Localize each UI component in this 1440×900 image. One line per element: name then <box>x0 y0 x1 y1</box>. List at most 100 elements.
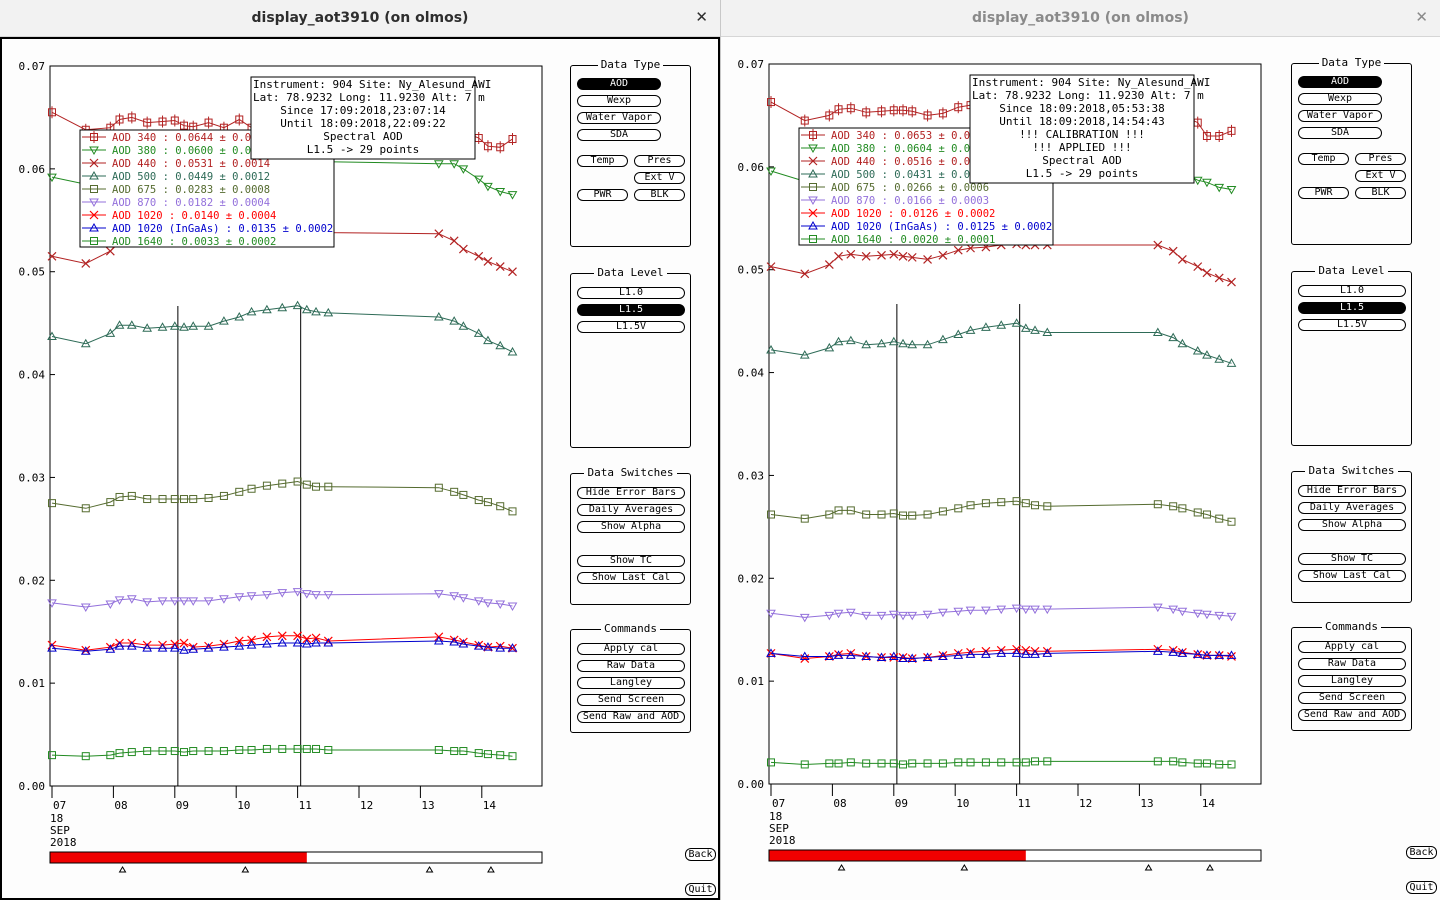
data-level-panel: Data Level L1.0 L1.5 L1.5V <box>570 266 691 448</box>
water-vapor-button[interactable]: Water Vapor <box>1298 110 1382 122</box>
legend-marker <box>808 144 818 154</box>
send-raw-aod-button[interactable]: Send Raw and AOD <box>577 711 685 723</box>
show-last-cal-button[interactable]: Show Last Cal <box>577 572 685 584</box>
l10-button[interactable]: L1.0 <box>1298 285 1406 297</box>
titlebar[interactable]: display_aot3910 (on olmos) ✕ <box>0 0 720 37</box>
daily-averages-button[interactable]: Daily Averages <box>1298 502 1406 514</box>
temp-button[interactable]: Temp <box>1298 153 1349 165</box>
data-point <box>1178 758 1187 767</box>
send-raw-aod-button[interactable]: Send Raw and AOD <box>1298 709 1406 721</box>
send-screen-button[interactable]: Send Screen <box>577 694 685 706</box>
data-point <box>311 638 321 647</box>
data-point <box>833 609 844 619</box>
hide-error-bars-button[interactable]: Hide Error Bars <box>577 487 685 499</box>
data-point <box>483 599 493 608</box>
ext-v-button[interactable]: Ext V <box>634 172 685 184</box>
sda-button[interactable]: SDA <box>577 129 661 141</box>
data-point <box>449 592 460 601</box>
data-point <box>277 302 288 312</box>
data-point <box>1030 649 1040 658</box>
data-point <box>302 634 312 644</box>
data-point <box>981 322 991 331</box>
data-point <box>219 747 228 756</box>
y-tick-label: 0.00 <box>738 778 765 791</box>
l15v-button[interactable]: L1.5V <box>577 321 685 333</box>
show-last-cal-button[interactable]: Show Last Cal <box>1298 570 1406 582</box>
back-button[interactable]: Back <box>1406 846 1437 859</box>
wexp-button[interactable]: Wexp <box>577 95 661 107</box>
temp-button[interactable]: Temp <box>577 155 628 167</box>
data-point <box>908 759 917 768</box>
legend-marker <box>809 235 817 243</box>
data-point <box>483 498 492 507</box>
sda-button[interactable]: SDA <box>1298 127 1382 139</box>
show-alpha-button[interactable]: Show Alpha <box>1298 519 1406 531</box>
data-point <box>938 759 947 768</box>
show-tc-button[interactable]: Show TC <box>577 555 685 567</box>
x-tick-label: 10 <box>956 797 969 810</box>
data-point <box>1193 759 1202 768</box>
wexp-button[interactable]: Wexp <box>1298 93 1382 105</box>
close-icon[interactable]: ✕ <box>1415 8 1428 26</box>
raw-data-button[interactable]: Raw Data <box>577 660 685 672</box>
data-point <box>1043 757 1052 766</box>
ext-v-button[interactable]: Ext V <box>1355 170 1406 182</box>
data-point <box>126 595 137 604</box>
info-line: Since 18:09:2018,05:53:38 <box>999 102 1165 115</box>
y-tick-label: 0.03 <box>738 469 765 482</box>
hide-error-bars-button[interactable]: Hide Error Bars <box>1298 485 1406 497</box>
data-point <box>1192 176 1203 186</box>
x-tick-label: 11 <box>299 799 312 812</box>
langley-button[interactable]: Langley <box>1298 675 1406 687</box>
legend-label: AOD 500 : 0.0431 ± 0.00 <box>831 169 976 181</box>
data-point <box>953 329 964 339</box>
data-point <box>189 495 198 504</box>
data-point <box>278 479 287 488</box>
data-point <box>323 307 334 317</box>
titlebar[interactable]: display_aot3910 (on olmos) ✕ <box>721 0 1440 37</box>
blk-button[interactable]: BLK <box>1355 187 1406 199</box>
pres-button[interactable]: Pres <box>1355 153 1406 165</box>
l10-button[interactable]: L1.0 <box>577 287 685 299</box>
apply-cal-button[interactable]: Apply cal <box>1298 641 1406 653</box>
timeline-marker <box>487 866 495 873</box>
back-button[interactable]: Back <box>685 848 716 861</box>
data-point <box>834 251 843 261</box>
window-title: display_aot3910 (on olmos) <box>972 10 1189 26</box>
quit-button[interactable]: Quit <box>1406 881 1437 894</box>
data-point <box>834 759 843 768</box>
l15-button[interactable]: L1.5 <box>1298 302 1406 314</box>
data-point <box>966 501 975 510</box>
data-point <box>188 597 199 606</box>
send-screen-button[interactable]: Send Screen <box>1298 692 1406 704</box>
data-point <box>898 338 908 348</box>
l15v-button[interactable]: L1.5V <box>1298 319 1406 331</box>
quit-button[interactable]: Quit <box>685 883 716 896</box>
y-tick-label: 0.05 <box>19 266 46 279</box>
aod-button[interactable]: AOD <box>577 78 661 90</box>
apply-cal-button[interactable]: Apply cal <box>577 643 685 655</box>
raw-data-button[interactable]: Raw Data <box>1298 658 1406 670</box>
aod-button[interactable]: AOD <box>1298 76 1382 88</box>
l15-button[interactable]: L1.5 <box>577 304 685 316</box>
langley-button[interactable]: Langley <box>577 677 685 689</box>
show-tc-button[interactable]: Show TC <box>1298 553 1406 565</box>
data-point <box>495 187 506 197</box>
water-vapor-button[interactable]: Water Vapor <box>577 112 661 124</box>
daily-averages-button[interactable]: Daily Averages <box>577 504 685 516</box>
commands-panel: Commands Apply cal Raw Data Langley Send… <box>570 622 691 733</box>
data-point <box>47 251 57 261</box>
pres-button[interactable]: Pres <box>634 155 685 167</box>
pwr-button[interactable]: PWR <box>577 189 628 201</box>
blk-button[interactable]: BLK <box>634 189 685 201</box>
data-point <box>219 595 229 604</box>
data-point <box>997 498 1006 507</box>
data-point <box>766 648 776 657</box>
show-alpha-button[interactable]: Show Alpha <box>577 521 685 533</box>
x-axis-date-label: 2018 <box>50 836 77 849</box>
info-box-frame <box>250 76 476 160</box>
data-point <box>1012 497 1021 506</box>
data-point <box>278 744 287 753</box>
pwr-button[interactable]: PWR <box>1298 187 1349 199</box>
close-icon[interactable]: ✕ <box>695 8 708 26</box>
